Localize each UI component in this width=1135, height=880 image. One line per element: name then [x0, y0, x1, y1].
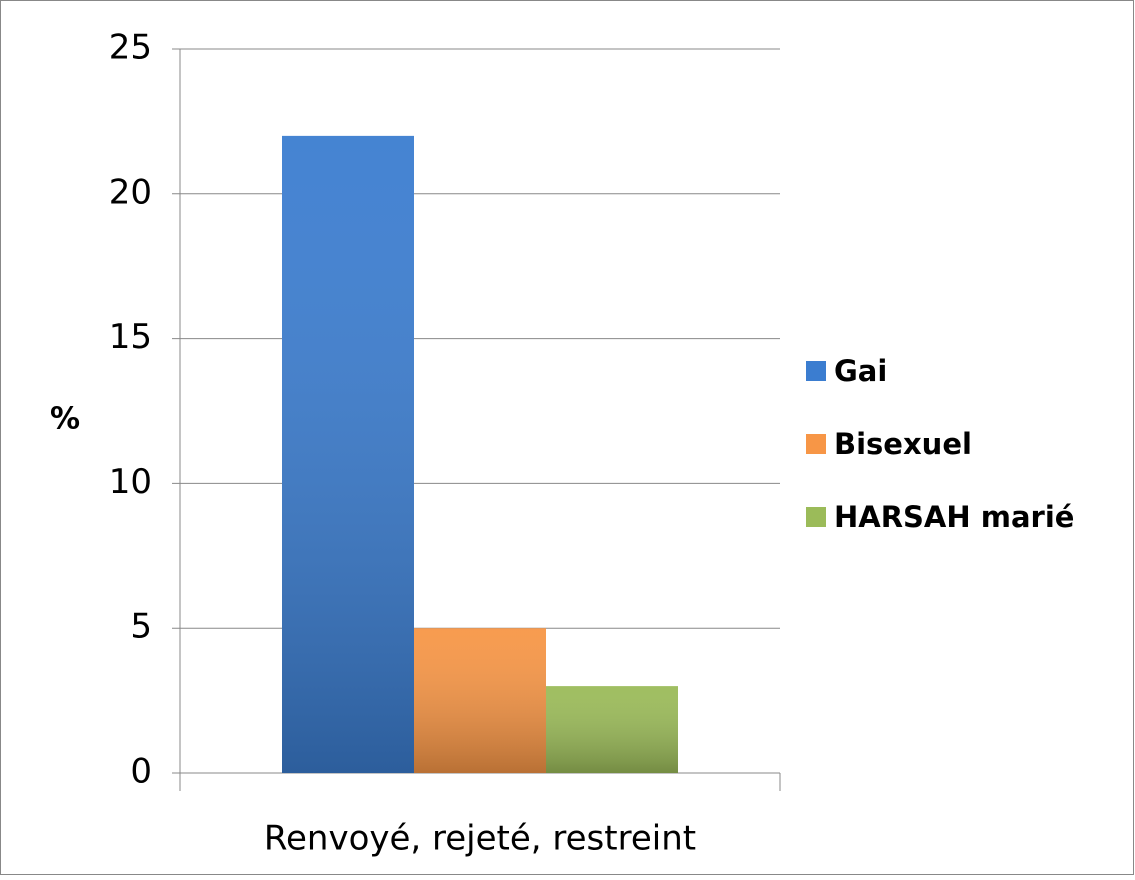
bar-shade	[414, 628, 546, 773]
legend-swatch	[806, 361, 826, 381]
legend-label: Bisexuel	[834, 427, 972, 461]
legend-label: Gai	[834, 354, 887, 388]
y-tick-label: 10	[109, 462, 152, 502]
y-tick-label: 20	[109, 172, 152, 212]
x-tick-label: Renvoyé, rejeté, restreint	[264, 819, 696, 859]
legend-label: HARSAH marié	[834, 500, 1074, 534]
y-tick-label: 15	[109, 317, 152, 357]
legend-swatch	[806, 507, 826, 527]
y-tick-label: 5	[130, 607, 152, 647]
bar-shade	[282, 135, 414, 773]
y-tick-label: 0	[130, 752, 152, 792]
bar-shade	[546, 686, 678, 773]
legend-swatch	[806, 434, 826, 454]
y-tick-label: 25	[109, 28, 152, 68]
y-axis-label: %	[50, 402, 80, 437]
